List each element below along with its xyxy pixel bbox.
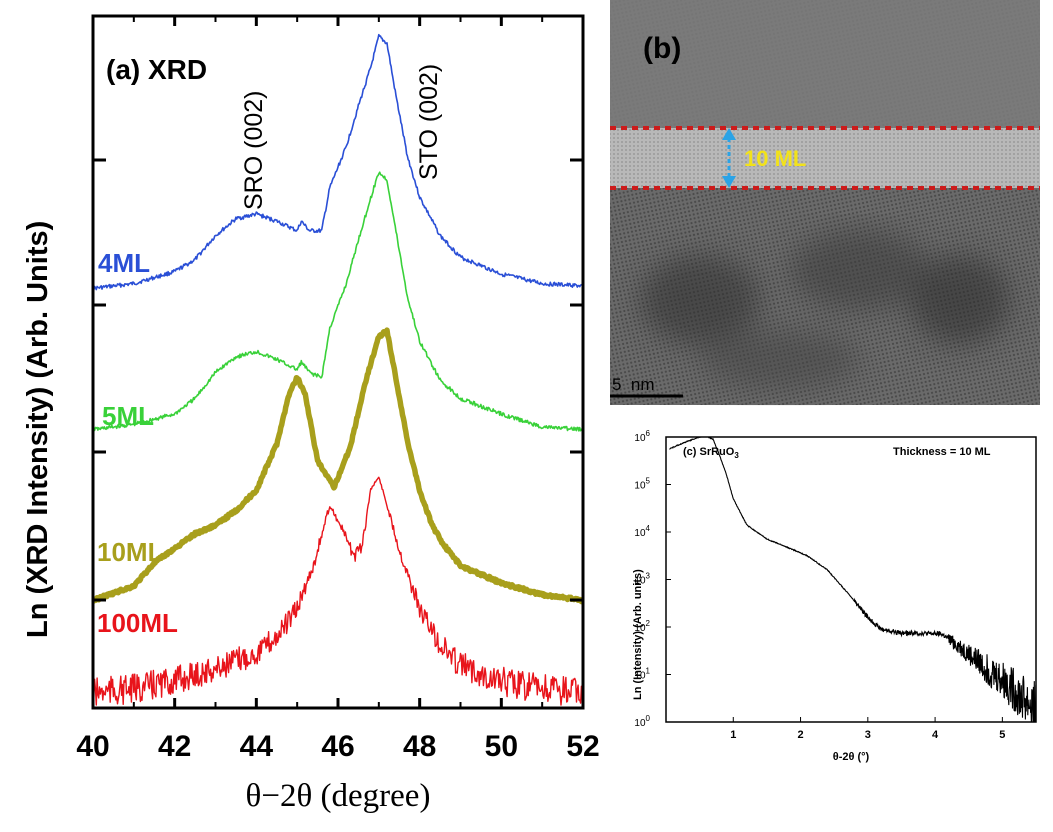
panel-a-xrd: 40 42 44 46 48 50 52 (a) XRD SRO (002) STO (00… bbox=[22, 14, 600, 814]
c-x-tick-label: 4 bbox=[932, 729, 939, 741]
panel-a-y-axis-label: Ln (XRD Intensity) (Arb. Units) bbox=[22, 221, 54, 638]
c-x-tick-label: 1 bbox=[730, 729, 736, 741]
x-tick-label: 46 bbox=[321, 730, 354, 763]
xrd-series-line bbox=[93, 33, 583, 291]
panel-a-frame bbox=[91, 14, 585, 710]
xrd-series-line bbox=[93, 327, 583, 605]
panel-c-thickness-annotation: Thickness = 10 ML bbox=[893, 446, 991, 458]
c-y-tick-label: 106 bbox=[634, 429, 650, 444]
xrd-series-line bbox=[93, 476, 583, 706]
sro-annotation: SRO (002) bbox=[240, 91, 268, 210]
x-tick-label: 50 bbox=[485, 730, 518, 763]
panel-a-x-ticks: 40 42 44 46 48 50 52 bbox=[76, 16, 600, 763]
panel-c-series bbox=[669, 437, 1036, 722]
panel-c-title-main: (c) SrRuO bbox=[683, 446, 735, 458]
c-x-tick-label: 5 bbox=[999, 729, 1005, 741]
panel-c-title-sub: 3 bbox=[734, 451, 739, 460]
series-label-100ml: 100ML bbox=[97, 608, 178, 638]
sto-annotation: STO (002) bbox=[415, 64, 443, 180]
panel-a-y-ticks bbox=[93, 158, 583, 602]
c-x-tick-label: 3 bbox=[865, 729, 871, 741]
panel-c-y-axis-label: Ln (Intensity) (Arb. units) bbox=[632, 569, 644, 700]
c-x-tick-label: 2 bbox=[797, 729, 803, 741]
series-label-10ml: 10ML bbox=[97, 537, 164, 567]
tem-substrate-top-band bbox=[610, 0, 1040, 128]
x-tick-label: 48 bbox=[403, 730, 436, 763]
x-tick-label: 44 bbox=[240, 730, 274, 763]
c-y-tick-label: 104 bbox=[634, 524, 650, 539]
panel-a-series bbox=[93, 33, 583, 706]
c-y-tick-label: 102 bbox=[634, 619, 650, 634]
xrr-series-line bbox=[669, 437, 1036, 722]
x-tick-label: 42 bbox=[158, 730, 191, 763]
panel-c-y-ticks: 100 101 102 103 104 105 106 bbox=[634, 429, 671, 729]
xrd-series-line bbox=[93, 171, 583, 432]
panel-c-x-ticks: 1 2 3 4 5 bbox=[730, 717, 1005, 741]
thickness-arrow bbox=[722, 128, 736, 188]
panel-a-title: (a) XRD bbox=[106, 54, 207, 85]
panel-b-tem: 10 ML (b) 5 nm bbox=[610, 0, 1040, 405]
c-y-tick-label: 100 bbox=[634, 714, 650, 729]
tem-film-layer bbox=[610, 128, 1040, 188]
x-tick-label: 52 bbox=[566, 730, 599, 763]
panel-c-x-axis-label: θ-2θ (°) bbox=[833, 751, 870, 763]
c-y-tick-label: 103 bbox=[634, 572, 650, 587]
scale-bar-label: 5 nm bbox=[612, 375, 655, 394]
tem-dark-contrast bbox=[640, 230, 1010, 390]
panel-a-x-axis-label: θ−2θ (degree) bbox=[246, 778, 431, 814]
panel-c-frame bbox=[665, 436, 1037, 723]
x-tick-label: 40 bbox=[76, 730, 109, 763]
series-label-4ml: 4ML bbox=[98, 248, 150, 278]
panel-b-label: (b) bbox=[643, 32, 681, 65]
c-y-tick-label: 105 bbox=[634, 477, 650, 492]
thickness-label: 10 ML bbox=[744, 146, 806, 171]
panel-c-title: (c) SrRuO3 bbox=[683, 446, 739, 460]
c-y-tick-label: 101 bbox=[634, 667, 650, 682]
series-label-5ml: 5ML bbox=[102, 401, 154, 431]
